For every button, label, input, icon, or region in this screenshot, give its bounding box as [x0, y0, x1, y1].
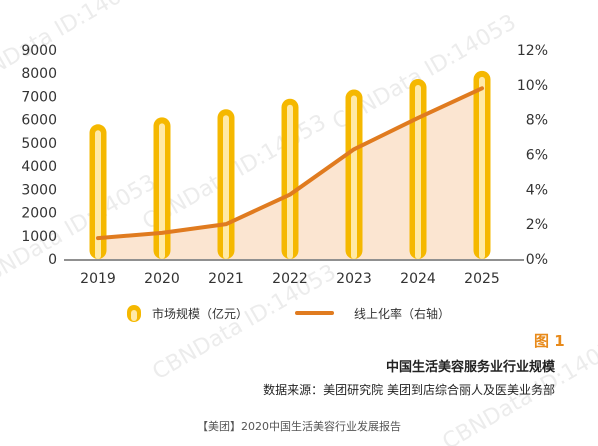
- caption: 【美团】2020中国生活美容行业发展报告: [197, 419, 401, 433]
- bar-inner: [223, 115, 229, 259]
- y-tick-label-right: 4%: [526, 182, 548, 198]
- bar-2019: [89, 124, 107, 259]
- y-tick-label-left: 9000: [21, 43, 57, 59]
- bar-inner: [159, 123, 165, 259]
- online-rate-area: [98, 88, 482, 259]
- x-tick-label: 2023: [336, 271, 372, 287]
- y-tick-label-right: 0%: [526, 252, 548, 268]
- legend-bar-label: 市场规模（亿元）: [152, 306, 248, 321]
- legend-line-label: 线上化率（右轴）: [354, 306, 450, 321]
- legend-bar-swatch-inner: [131, 310, 137, 321]
- bar-inner: [415, 85, 421, 260]
- x-tick-label: 2021: [208, 271, 244, 287]
- bar-2024: [409, 79, 427, 260]
- bar-layer: [89, 70, 491, 260]
- y-tick-label-right: 8%: [526, 113, 548, 129]
- chart-title: 中国生活美容服务业行业规模: [386, 359, 556, 375]
- y-tick-label-left: 7000: [21, 89, 57, 105]
- line-layer: [96, 86, 484, 241]
- area-layer: [98, 88, 482, 259]
- y-tick-label-right: 2%: [526, 217, 548, 233]
- bar-inner: [95, 130, 101, 259]
- x-axis: 2019 2020 2021 2022 2023 2024 2025: [64, 259, 524, 287]
- y-axis-right: 0% 2% 4% 6% 8% 10% 12%: [517, 43, 548, 268]
- legend: 市场规模（亿元） 线上化率（右轴）: [127, 305, 450, 322]
- bar-inner: [287, 104, 293, 260]
- legend-bar-marker: [127, 305, 141, 322]
- x-tick-label: 2025: [464, 271, 500, 287]
- y-tick-label-left: 1000: [21, 229, 57, 245]
- y-tick-label-left: 6000: [21, 113, 57, 129]
- x-tick-label: 2024: [400, 271, 436, 287]
- y-tick-label-left: 8000: [21, 66, 57, 82]
- y-tick-label-right: 12%: [517, 43, 548, 59]
- y-tick-label-left: 3000: [21, 182, 57, 198]
- data-source: 数据来源：美团研究院 美团到店综合丽人及医美业务部: [263, 382, 555, 397]
- bar-2021: [217, 109, 235, 259]
- bar-2023: [345, 89, 363, 259]
- y-axis-left: 0 1000 2000 3000 4000 5000 6000 7000 8000 9000: [21, 43, 57, 268]
- y-tick-label-left: 0: [48, 252, 57, 268]
- y-tick-label-right: 10%: [517, 78, 548, 94]
- y-tick-label-left: 2000: [21, 206, 57, 222]
- x-tick-label: 2020: [144, 271, 180, 287]
- bar-2022: [281, 98, 299, 260]
- bar-2020: [153, 117, 171, 259]
- bar-inner: [351, 95, 357, 259]
- bar-inner: [479, 76, 485, 260]
- x-tick-label: 2019: [80, 271, 116, 287]
- y-tick-label-left: 5000: [21, 136, 57, 152]
- bar-2025: [473, 70, 491, 260]
- y-tick-label-right: 6%: [526, 148, 548, 164]
- figure-label: 图 1: [534, 332, 565, 350]
- y-tick-label-left: 4000: [21, 159, 57, 175]
- x-tick-label: 2022: [272, 271, 308, 287]
